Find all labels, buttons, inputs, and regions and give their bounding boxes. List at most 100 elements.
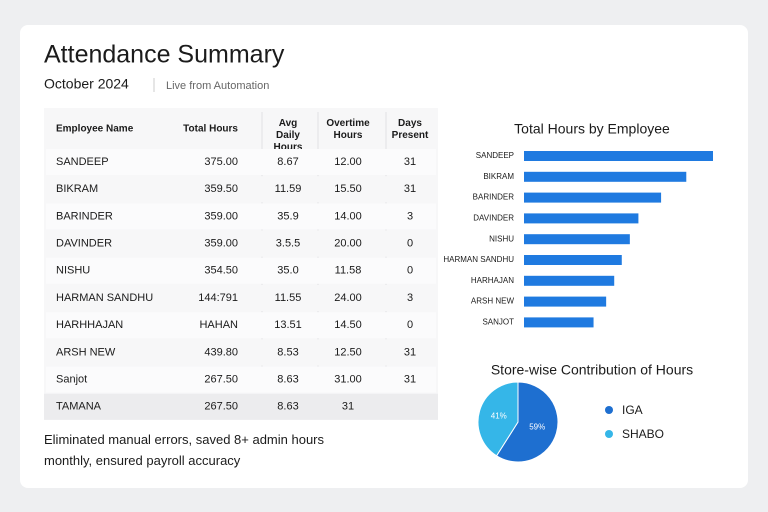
bar: [524, 296, 607, 307]
legend-swatch: [605, 406, 613, 414]
header-word: Hours: [334, 130, 363, 141]
bar-label: HARMAN SANDHU: [443, 255, 514, 264]
cell: 31: [342, 401, 354, 413]
bar-label: BARINDER: [473, 193, 515, 202]
cell: 31: [404, 346, 416, 358]
cell: 3.5.5: [276, 238, 300, 250]
bar-label: HARHAJAN: [471, 276, 514, 285]
cell: 11.59: [275, 183, 302, 195]
cell: HARMAN SANDHU: [56, 292, 153, 304]
row-bg: [46, 149, 436, 175]
cell: 20.00: [334, 238, 362, 250]
cell: BIKRAM: [56, 183, 98, 195]
cell: 3: [407, 210, 413, 222]
row-bg: [46, 339, 436, 366]
cell: 14.00: [334, 210, 362, 222]
cell: 13.51: [274, 319, 302, 331]
cell: 375.00: [204, 156, 238, 168]
column-header: Total Hours: [183, 124, 238, 135]
bar: [524, 213, 639, 224]
row-bg: [46, 176, 436, 203]
cell: SANDEEP: [56, 156, 109, 168]
header-word: Days: [398, 118, 422, 129]
cell: 359.00: [204, 238, 238, 250]
column-header: Days Present: [392, 118, 429, 141]
cell: 11.55: [275, 292, 302, 304]
column-header: Employee Name: [56, 124, 134, 135]
cell: 12.50: [334, 346, 362, 358]
chart-title: Total Hours by Employee: [514, 121, 670, 137]
cell: 3: [407, 292, 413, 304]
column-header: Avg Daily Hours: [274, 118, 303, 153]
cell: 31: [404, 156, 416, 168]
slice-label: 41%: [491, 412, 507, 421]
bar: [524, 171, 687, 182]
cell: 31.00: [334, 374, 362, 386]
cell: BARINDER: [56, 210, 113, 222]
bar-label: NISHU: [489, 234, 514, 243]
row-bg: [46, 312, 436, 339]
cell: TAMANA: [56, 401, 102, 413]
bar-label: SANDEEP: [476, 151, 514, 160]
cell: 12.00: [334, 156, 362, 168]
bar: [524, 234, 630, 245]
cell: 31: [404, 183, 416, 195]
bar: [524, 317, 594, 328]
cell: 24.00: [334, 292, 362, 304]
bar: [524, 275, 615, 286]
cell: 15.50: [334, 183, 362, 195]
header-word: Overtime: [326, 118, 370, 129]
legend-label: IGA: [622, 403, 643, 417]
cell: DAVINDER: [56, 238, 112, 250]
row-bg: [46, 203, 436, 230]
cell: 0: [407, 319, 413, 331]
cell: 359.00: [204, 210, 238, 222]
chart-title: Store-wise Contribution of Hours: [491, 362, 693, 378]
cell: 359.50: [204, 183, 238, 195]
cell: 267.50: [204, 374, 238, 386]
bar-label: ARSH NEW: [471, 297, 515, 306]
cell: 0: [407, 238, 413, 250]
subtitle: October 2024: [44, 76, 129, 92]
bar-label: BIKRAM: [483, 172, 514, 181]
cell: 31: [404, 374, 416, 386]
cell: 0: [407, 265, 413, 277]
cell: 35.0: [277, 265, 298, 277]
legend-swatch: [605, 430, 613, 438]
slice-label: 59%: [529, 423, 545, 432]
cell: 35.9: [277, 210, 298, 222]
cell: 267.50: [204, 401, 238, 413]
cell: 144:791: [198, 292, 238, 304]
cell: 8.63: [277, 374, 298, 386]
bar: [524, 255, 622, 265]
pie-slice: [477, 381, 519, 457]
cell: NISHU: [56, 265, 90, 277]
header-word: Daily: [276, 130, 300, 141]
bar-label: SANJOT: [482, 318, 514, 327]
row-bg: [46, 285, 436, 311]
footer-text: Eliminated manual errors, saved 8+ admin…: [44, 432, 325, 447]
title: Attendance Summary: [44, 41, 285, 69]
cell: 8.63: [277, 401, 298, 413]
legend-label: SHABO: [622, 427, 664, 441]
cell: 8.53: [277, 346, 298, 358]
header-word: Present: [392, 130, 429, 141]
cell: ARSH NEW: [56, 346, 116, 358]
cell: HARHHAJAN: [56, 319, 123, 331]
header-word: Hours: [274, 142, 303, 153]
cell: 11.58: [335, 265, 362, 277]
row-bg: [46, 230, 436, 257]
cell: 354.50: [204, 265, 238, 277]
header-word: Avg: [279, 118, 298, 129]
cell: 439.80: [204, 346, 238, 358]
footer-text: monthly, ensured payroll accuracy: [44, 453, 241, 468]
column-header: Overtime Hours: [326, 118, 370, 141]
row-highlight: [44, 393, 438, 420]
source: Live from Automation: [166, 80, 269, 92]
cell: 14.50: [334, 319, 362, 331]
cell: 8.67: [277, 156, 298, 168]
cell: Sanjot: [56, 374, 87, 386]
row-bg: [46, 366, 436, 393]
